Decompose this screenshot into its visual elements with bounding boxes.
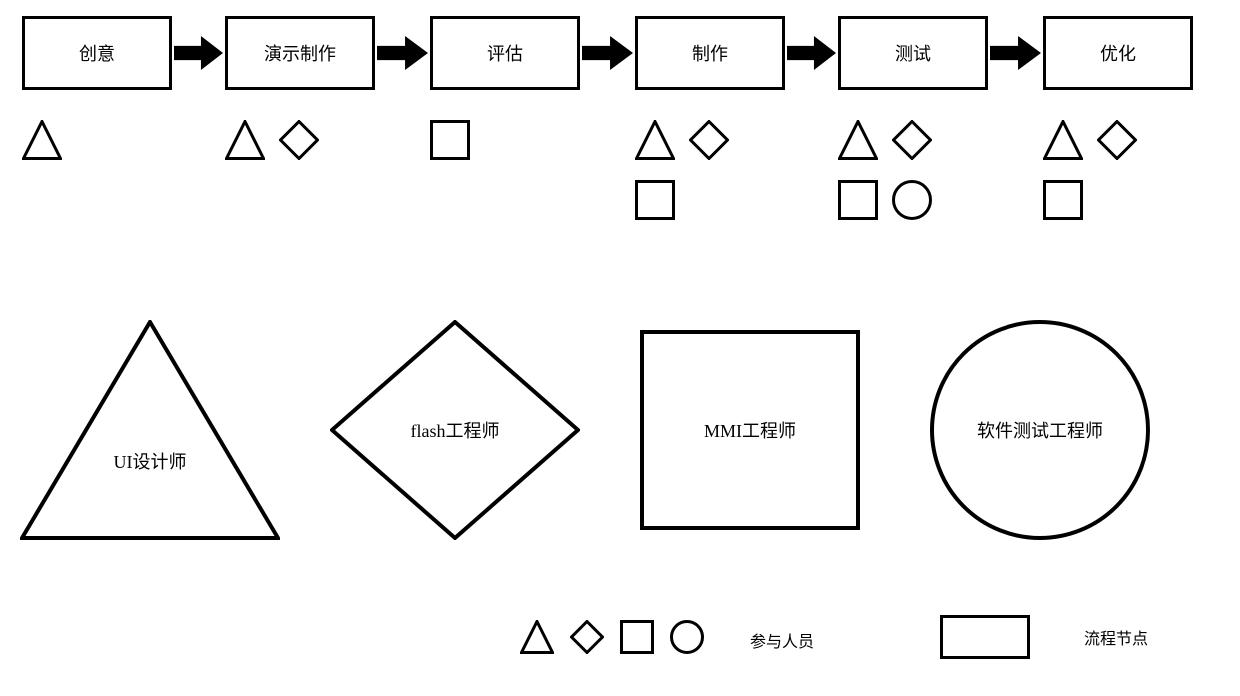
markers-step-2-row1: [430, 120, 470, 165]
legend-node-label: 流程节点: [1084, 625, 1148, 649]
flow-step-2: 评估: [430, 16, 580, 90]
role-label: MMI工程师: [704, 417, 796, 443]
triangle-icon: [1043, 120, 1083, 165]
triangle-icon: [225, 120, 265, 165]
flow-arrow-0: [174, 36, 223, 70]
role-label: flash工程师: [411, 417, 500, 443]
triangle-icon: [520, 620, 554, 659]
role-diamond: flash工程师: [330, 320, 580, 540]
markers-step-5-row1: [1043, 120, 1137, 165]
legend-participants-label: 参与人员: [750, 628, 814, 652]
flow-arrow-2: [582, 36, 633, 70]
role-circle: 软件测试工程师: [930, 320, 1150, 540]
flow-step-label: 制作: [692, 40, 728, 66]
role-square: MMI工程师: [640, 330, 860, 530]
triangle-icon: [838, 120, 878, 165]
role-label: UI设计师: [114, 448, 187, 474]
markers-step-1-row1: [225, 120, 319, 165]
markers-step-4-row2: [838, 180, 932, 225]
flow-arrow-4: [990, 36, 1041, 70]
flow-step-0: 创意: [22, 16, 172, 90]
square-icon: [430, 120, 470, 165]
flow-arrow-3: [787, 36, 836, 70]
markers-step-3-row1: [635, 120, 729, 165]
markers-step-4-row1: [838, 120, 932, 165]
triangle-icon: [635, 120, 675, 165]
circle-icon: [670, 620, 704, 659]
legend-participants: 参与人员: [520, 620, 814, 659]
role-triangle: UI设计师: [20, 320, 280, 540]
diamond-icon: [892, 120, 932, 165]
triangle-icon: [22, 120, 62, 165]
markers-step-5-row2: [1043, 180, 1083, 225]
square-icon: [635, 180, 675, 225]
role-label: 软件测试工程师: [977, 417, 1103, 443]
flow-step-label: 优化: [1100, 40, 1136, 66]
diamond-icon: [570, 620, 604, 659]
process-diagram: 创意 演示制作 评估 制作 测试 优化 UI设计师 flash工程师 MMI工程师 软件测试工程…: [0, 0, 1240, 696]
legend-node: 流程节点: [940, 615, 1148, 659]
square-icon: [1043, 180, 1083, 225]
square-icon: [838, 180, 878, 225]
flow-step-label: 创意: [79, 40, 115, 66]
flow-step-1: 演示制作: [225, 16, 375, 90]
markers-step-3-row2: [635, 180, 675, 225]
flow-step-label: 评估: [487, 40, 523, 66]
markers-step-0-row1: [22, 120, 62, 165]
diamond-icon: [689, 120, 729, 165]
flow-step-label: 演示制作: [264, 40, 336, 66]
diamond-icon: [1097, 120, 1137, 165]
diamond-icon: [279, 120, 319, 165]
flow-step-4: 测试: [838, 16, 988, 90]
square-icon: [620, 620, 654, 659]
flow-arrow-1: [377, 36, 428, 70]
flow-step-5: 优化: [1043, 16, 1193, 90]
flow-step-label: 测试: [895, 40, 931, 66]
flow-step-3: 制作: [635, 16, 785, 90]
legend-node-box: [940, 615, 1030, 659]
circle-icon: [892, 180, 932, 225]
